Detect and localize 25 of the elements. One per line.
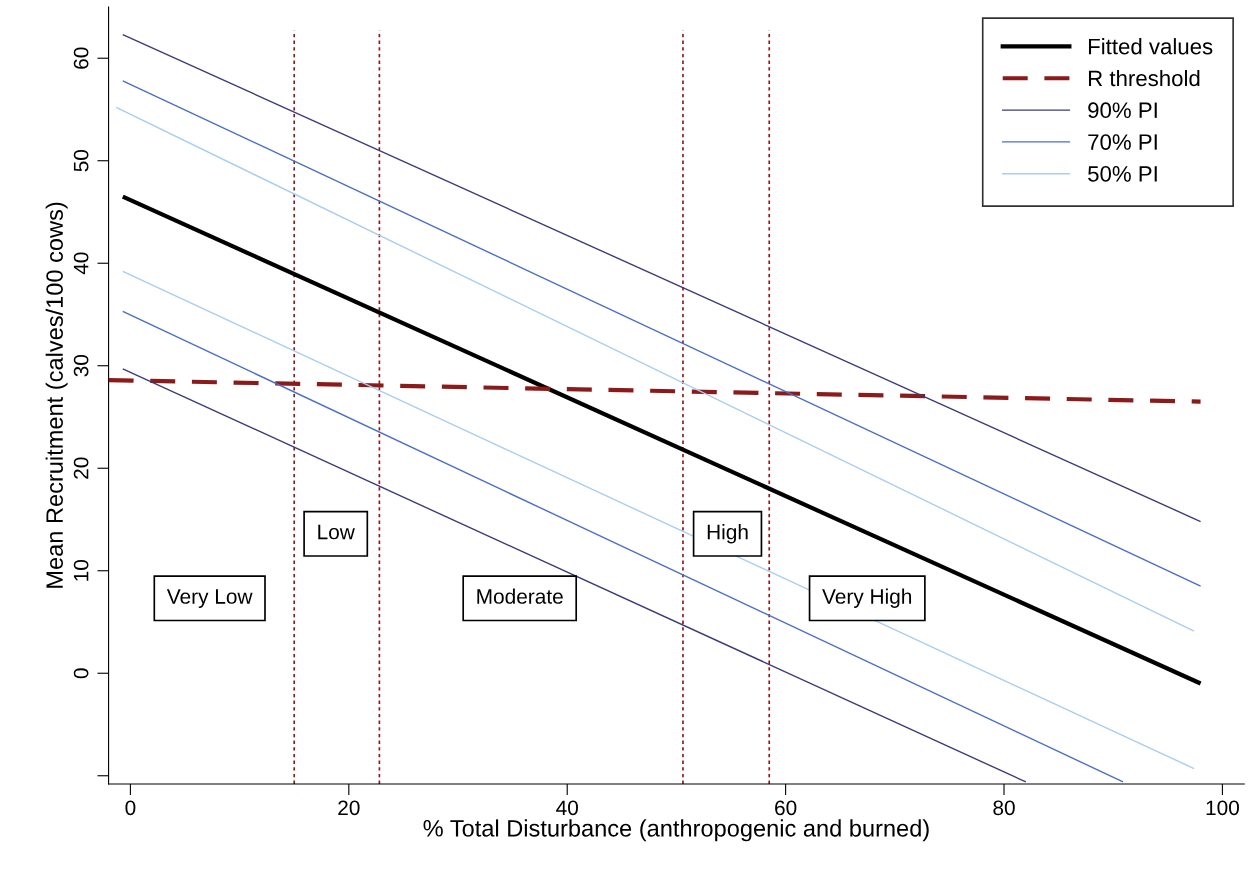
y-tick-label: 30 [73,354,89,377]
x-tick-label: 100 [1206,800,1239,816]
annotation: Very High [822,588,912,608]
y-tick-label: 0 [73,668,89,679]
legend-label: Fitted values [1088,38,1213,55]
y-axis-title: Mean Recruitment (calves/100 cows) [45,202,68,588]
y-tick-label: 60 [73,47,89,69]
y-tick-label: 20 [73,457,89,479]
legend-label: 70% PI [1088,134,1157,150]
x-tick-label: 0 [125,800,136,816]
x-tick-label: 80 [993,800,1015,816]
legend-label: 50% PI [1088,165,1157,182]
y-tick-label: 40 [73,252,89,275]
annotation: Very Low [166,589,253,608]
annotation: Low [318,524,355,540]
x-tick-label: 40 [556,800,578,816]
y-tick-label: 10 [73,559,89,581]
y-tick-label: 50 [73,149,89,172]
x-tick-label: 20 [338,800,360,816]
annotation: Moderate [477,588,563,604]
legend-label: R threshold [1088,69,1200,87]
x-axis-title: % Total Disturbance (anthropogenic and burned) [423,819,929,842]
annotation: High [707,524,748,544]
legend-label: 90% PI [1088,102,1157,119]
x-tick-label: 60 [775,800,797,816]
